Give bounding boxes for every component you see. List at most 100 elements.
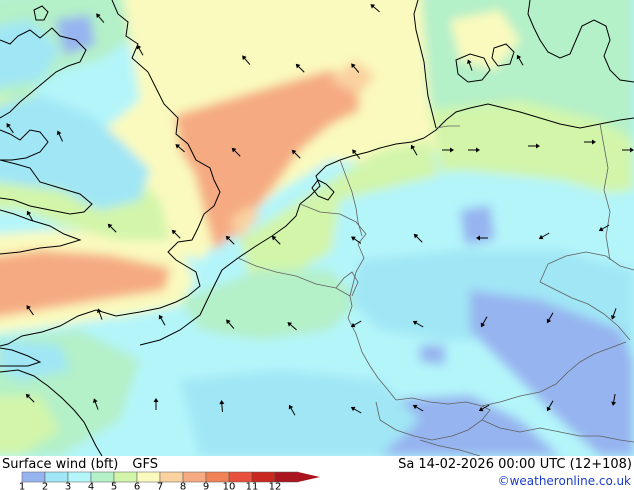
field-bft7-patch-north xyxy=(330,60,375,95)
wind-arrow-icon xyxy=(26,210,34,222)
valid-datetime: Sa 14-02-2026 00:00 UTC (12+108) xyxy=(398,457,632,472)
wind-arrow-icon xyxy=(598,224,610,232)
scale-swatch xyxy=(136,471,161,483)
border-france-germany-south xyxy=(347,317,397,401)
scale-label: 7 xyxy=(157,482,163,490)
field-bft1-alps xyxy=(380,395,560,456)
wind-map-svg xyxy=(0,0,634,456)
wind-arrow-icon xyxy=(350,320,362,328)
coast-scotland-islands xyxy=(33,5,49,21)
border-switzerland-south xyxy=(379,405,491,441)
wind-arrow-icon xyxy=(56,130,63,142)
field-bft2-south xyxy=(180,370,420,456)
scale-swatch xyxy=(113,471,138,483)
color-scale: 1 2 3 4 5 6 7 8 9 10 11 12 xyxy=(19,471,320,490)
coast-brittany xyxy=(0,347,42,367)
scale-swatch xyxy=(182,471,207,483)
wind-arrow-icon xyxy=(219,400,225,413)
wind-arrow-icon xyxy=(413,233,423,243)
wind-arrow-icon xyxy=(480,316,488,328)
wind-arrow-icon xyxy=(410,144,418,156)
coast-netherlands-inlet xyxy=(311,179,335,201)
wind-arrow-icon xyxy=(584,139,596,145)
scale-swatch xyxy=(205,471,230,483)
credit-link[interactable]: ©weatheronline.co.uk xyxy=(497,474,631,488)
border-germany-poland xyxy=(599,123,611,261)
scale-swatch xyxy=(90,471,115,483)
scale-label: 1 xyxy=(19,482,25,490)
field-bft6-south-england-fringe xyxy=(0,230,195,333)
wind-arrow-icon xyxy=(96,13,105,23)
wind-arrow-icon xyxy=(412,404,424,412)
wind-arrow-icon xyxy=(242,55,251,65)
border-switzerland-north xyxy=(395,397,483,407)
wind-arrow-icon xyxy=(516,54,524,66)
coast-jutland xyxy=(413,0,437,129)
scale-label: 6 xyxy=(134,482,140,490)
field-bft5-southwest xyxy=(0,395,60,456)
title-text: Surface wind (bft) xyxy=(2,457,119,472)
wind-arrow-icon xyxy=(370,4,380,13)
wind-arrow-icon xyxy=(96,308,103,320)
scale-label: 4 xyxy=(88,482,94,490)
wind-arrow-icon xyxy=(226,319,235,329)
border-germany-west xyxy=(349,243,365,297)
wind-arrow-icon xyxy=(92,398,99,410)
border-belgium-netherlands xyxy=(299,203,367,245)
wind-arrow-icon xyxy=(287,322,297,331)
coast-great-britain-west xyxy=(0,209,82,255)
wind-arrow-icon xyxy=(225,235,235,245)
wind-arrow-icon xyxy=(538,232,550,240)
coast-danish-island-2 xyxy=(491,43,515,67)
border-luxembourg xyxy=(335,271,359,297)
wind-arrow-icon xyxy=(6,123,14,134)
coast-wales xyxy=(0,159,93,215)
coast-germany-north xyxy=(423,103,634,139)
wind-arrow-icon xyxy=(478,404,490,412)
field-bft4-france-north xyxy=(180,270,360,340)
coast-danish-islands xyxy=(455,53,491,83)
wind-arrows xyxy=(6,4,634,416)
wind-speed-fields xyxy=(0,0,634,456)
map-footer: Surface wind (bft) GFS Sa 14-02-2026 00:0… xyxy=(0,456,634,490)
wind-arrow-icon xyxy=(288,404,296,416)
wind-arrow-icon xyxy=(546,312,554,324)
wind-arrow-icon xyxy=(611,394,617,406)
field-bft8-channel xyxy=(175,70,360,250)
country-borders xyxy=(237,123,634,456)
wind-arrow-icon xyxy=(171,229,181,239)
wind-arrow-icon xyxy=(351,63,360,73)
field-bft2-ireland-sea xyxy=(0,95,150,210)
wind-arrow-icon xyxy=(136,44,144,56)
wind-arrow-icon xyxy=(468,147,480,153)
field-bft7-channel xyxy=(230,205,260,240)
wind-arrow-icon xyxy=(175,144,185,153)
model-name: GFS xyxy=(132,457,158,472)
field-bft1-spot-b xyxy=(460,205,495,245)
wind-arrow-icon xyxy=(26,305,34,316)
field-bft1-austria xyxy=(470,290,634,456)
scale-label: 3 xyxy=(65,482,71,490)
wind-arrow-icon xyxy=(546,400,554,412)
scale-label: 11 xyxy=(246,482,259,490)
border-denmark-germany xyxy=(435,125,460,129)
wind-arrow-icon xyxy=(231,147,241,157)
coast-sweden xyxy=(527,0,634,83)
scale-swatch xyxy=(67,471,92,483)
border-germany-czech xyxy=(539,281,631,341)
scale-label: 8 xyxy=(180,482,186,490)
wind-arrow-icon xyxy=(351,236,362,244)
scale-swatch xyxy=(251,471,276,483)
map-title: Surface wind (bft) GFS xyxy=(2,457,158,472)
wind-arrow-icon xyxy=(350,406,362,414)
field-bft1-northwest xyxy=(55,15,95,55)
border-italy-north xyxy=(419,439,481,456)
field-bft1-spot-a xyxy=(420,345,445,365)
wind-arrow-icon xyxy=(610,308,617,320)
scale-swatch xyxy=(274,471,299,483)
wind-arrow-icon xyxy=(476,235,488,241)
wind-arrow-icon xyxy=(158,314,166,326)
wind-arrow-icon xyxy=(412,320,424,328)
scale-label: 5 xyxy=(111,482,117,490)
wind-arrow-icon xyxy=(107,223,117,233)
